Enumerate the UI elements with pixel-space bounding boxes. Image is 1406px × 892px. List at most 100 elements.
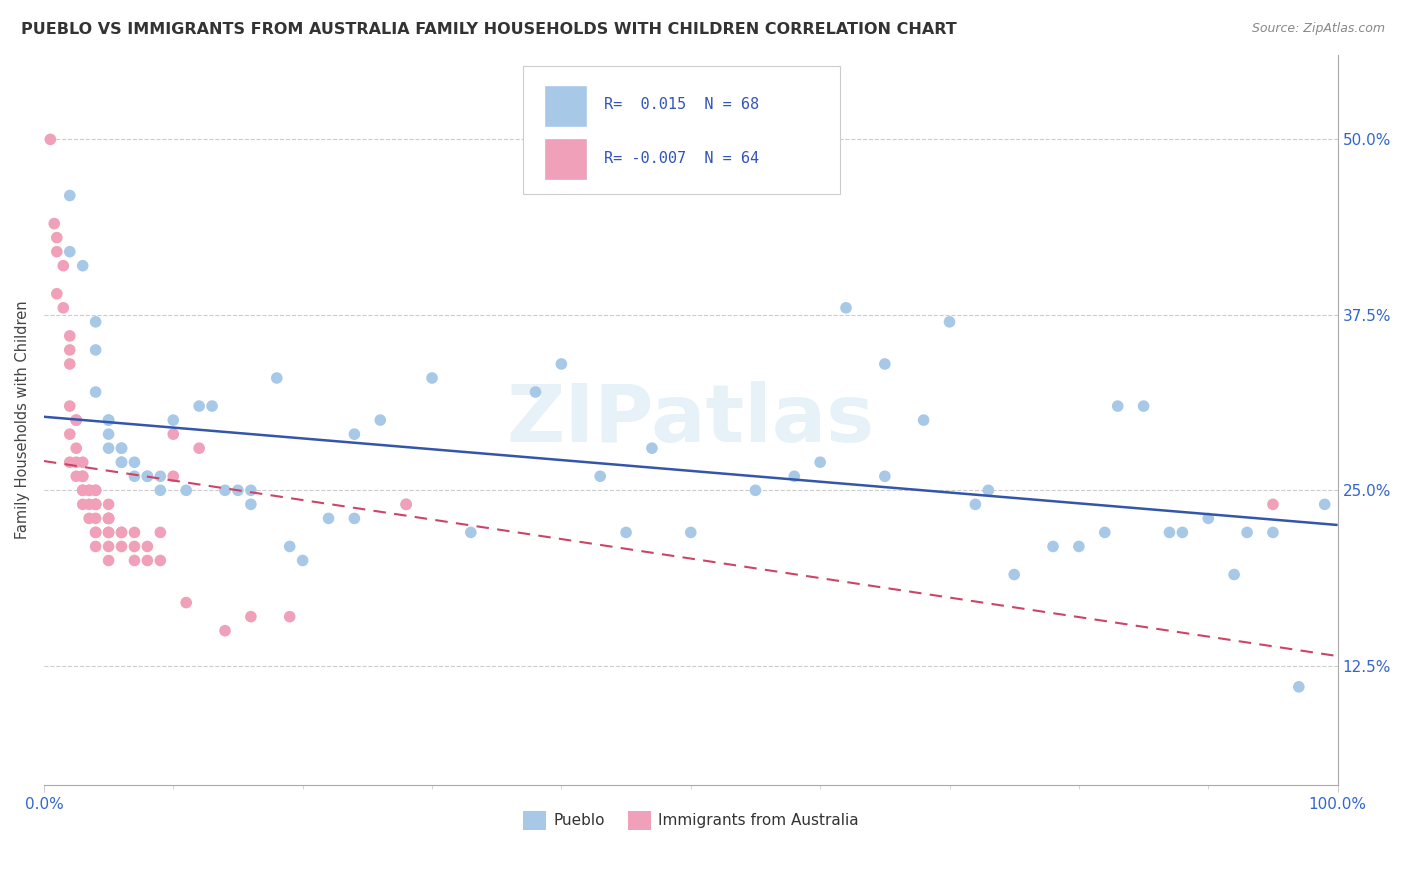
Point [59, 357, 82, 371]
Point [84, 483, 107, 498]
Point [239, 497, 262, 511]
Point [110, 455, 132, 469]
Point [395, 497, 418, 511]
Point [1159, 525, 1181, 540]
Point [679, 525, 702, 540]
Point [59, 329, 82, 343]
FancyBboxPatch shape [544, 139, 586, 179]
Text: R=  0.015  N = 68: R= 0.015 N = 68 [605, 96, 759, 112]
Point [97, 525, 120, 540]
Point [52, 259, 75, 273]
Point [1171, 525, 1194, 540]
Point [1236, 525, 1258, 540]
Point [45, 286, 67, 301]
Point [59, 455, 82, 469]
Point [97, 427, 120, 442]
Point [124, 553, 146, 567]
Point [124, 540, 146, 554]
Point [162, 413, 184, 427]
Point [808, 455, 831, 469]
Point [65, 469, 87, 483]
Point [97, 525, 120, 540]
Point [368, 413, 391, 427]
Point [136, 469, 159, 483]
Point [318, 511, 340, 525]
Point [1002, 567, 1025, 582]
Point [84, 385, 107, 400]
Point [162, 427, 184, 442]
Point [72, 469, 94, 483]
Point [52, 301, 75, 315]
Point [72, 259, 94, 273]
Point [65, 413, 87, 427]
Point [84, 525, 107, 540]
Point [744, 483, 766, 498]
Point [162, 469, 184, 483]
Point [59, 244, 82, 259]
Point [65, 441, 87, 455]
Point [291, 553, 314, 567]
Point [226, 483, 249, 498]
Point [97, 497, 120, 511]
Point [395, 497, 418, 511]
Point [77, 497, 100, 511]
Text: ZIPatlas: ZIPatlas [506, 381, 875, 459]
Point [136, 469, 159, 483]
Point [614, 525, 637, 540]
Point [110, 441, 132, 455]
Point [1094, 525, 1116, 540]
Point [188, 399, 211, 413]
Point [77, 483, 100, 498]
Point [59, 188, 82, 202]
Point [188, 441, 211, 455]
Point [524, 385, 547, 400]
Point [84, 540, 107, 554]
Point [1288, 680, 1310, 694]
Point [97, 413, 120, 427]
Point [149, 525, 172, 540]
Point [84, 497, 107, 511]
Point [84, 483, 107, 498]
Point [1313, 497, 1336, 511]
Point [136, 553, 159, 567]
Point [84, 343, 107, 357]
Text: PUEBLO VS IMMIGRANTS FROM AUSTRALIA FAMILY HOUSEHOLDS WITH CHILDREN CORRELATION : PUEBLO VS IMMIGRANTS FROM AUSTRALIA FAMI… [21, 22, 957, 37]
Point [84, 497, 107, 511]
Point [45, 244, 67, 259]
Point [84, 315, 107, 329]
Text: R= -0.007  N = 64: R= -0.007 N = 64 [605, 151, 759, 166]
Point [278, 609, 301, 624]
Point [97, 540, 120, 554]
Point [59, 427, 82, 442]
Point [912, 413, 935, 427]
Point [239, 609, 262, 624]
Point [343, 427, 366, 442]
FancyBboxPatch shape [523, 66, 839, 194]
Point [97, 511, 120, 525]
Point [214, 624, 236, 638]
Point [136, 540, 159, 554]
Point [97, 413, 120, 427]
FancyBboxPatch shape [544, 86, 586, 126]
Point [420, 371, 443, 385]
Text: Source: ZipAtlas.com: Source: ZipAtlas.com [1251, 22, 1385, 36]
Point [84, 497, 107, 511]
Point [149, 469, 172, 483]
Point [835, 301, 858, 315]
Point [84, 525, 107, 540]
Point [873, 357, 896, 371]
Point [149, 553, 172, 567]
Point [59, 343, 82, 357]
Point [965, 497, 987, 511]
Point [174, 483, 197, 498]
Point [65, 455, 87, 469]
Point [84, 511, 107, 525]
Point [783, 469, 806, 483]
Point [97, 511, 120, 525]
Point [278, 540, 301, 554]
Point [589, 469, 612, 483]
Point [1067, 540, 1090, 554]
Point [174, 596, 197, 610]
Point [873, 469, 896, 483]
Point [343, 511, 366, 525]
